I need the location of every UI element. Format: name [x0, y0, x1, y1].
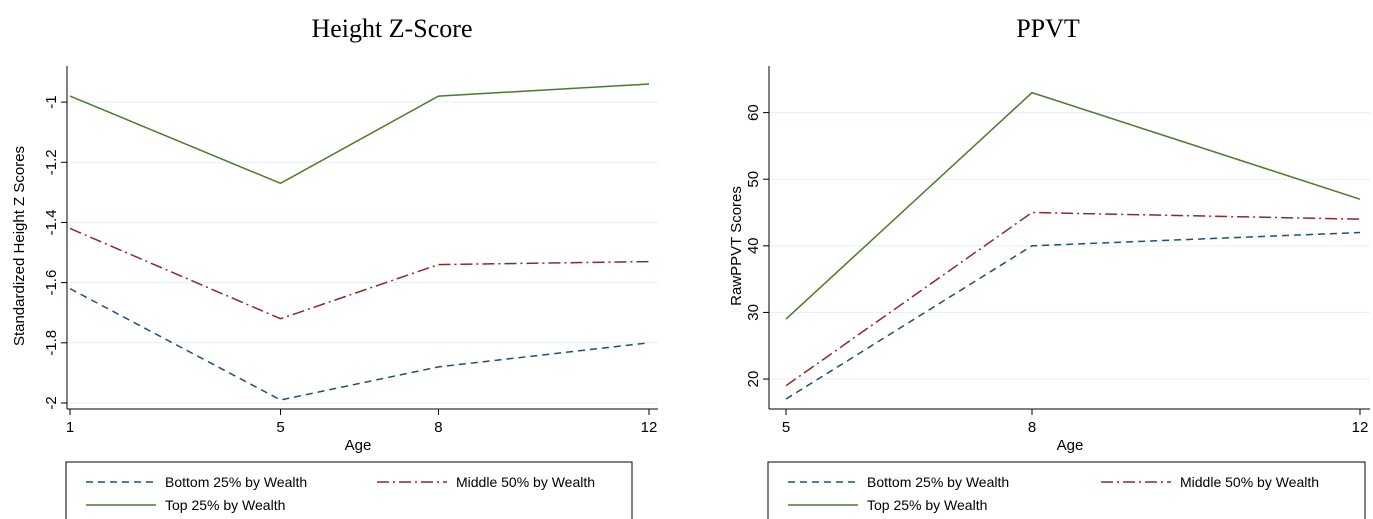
y-tick-label: -2 [43, 396, 60, 409]
x-tick-label: 5 [276, 419, 284, 436]
x-tick-label: 1 [66, 419, 74, 436]
y-axis-label: RawPPVT Scores [728, 186, 745, 306]
legend-label: Bottom 25% by Wealth [867, 474, 1009, 490]
series-line [785, 231, 1361, 400]
y-tick-label: -1.8 [43, 330, 60, 356]
x-tick-label: 8 [434, 419, 442, 436]
x-tick-label: 8 [1028, 419, 1036, 436]
y-tick-label: -1.2 [43, 149, 60, 175]
x-tick-label: 12 [641, 419, 658, 436]
legend-label: Top 25% by Wealth [165, 497, 285, 513]
series-line [785, 91, 1361, 320]
chart-title: PPVT [1016, 14, 1080, 43]
legend-label: Middle 50% by Wealth [1180, 474, 1319, 490]
y-tick-label: -1 [43, 95, 60, 108]
legend-box [65, 461, 633, 519]
y-axis-label: Standardized Height Z Scores [11, 146, 28, 346]
height-zscore-chart: Height Z-Score Age Standardized Height Z… [11, 14, 658, 519]
legend-box [767, 461, 1366, 519]
y-tick-label: 60 [745, 104, 762, 121]
y-tick-label: -1.4 [43, 210, 60, 236]
x-tick-label: 5 [782, 419, 790, 436]
y-tick-label: 40 [745, 237, 762, 254]
ppvt-chart: PPVT Age RawPPVT Scores 20 30 40 50 60 5 8 12 Bo… [728, 14, 1370, 519]
series-line [69, 83, 650, 185]
y-tick-label: 30 [745, 304, 762, 321]
y-tick-label: 20 [745, 371, 762, 388]
series-line [69, 287, 650, 401]
series-line [785, 211, 1361, 387]
y-tick-label: 50 [745, 171, 762, 188]
x-axis-label: Age [345, 437, 372, 454]
chart-title: Height Z-Score [311, 14, 472, 43]
x-tick-label: 12 [1352, 419, 1369, 436]
y-tick-label: -1.6 [43, 270, 60, 296]
legend-label: Middle 50% by Wealth [456, 474, 595, 490]
legend-label: Top 25% by Wealth [867, 497, 987, 513]
x-axis-label: Age [1057, 437, 1084, 454]
series-line [69, 227, 650, 320]
legend-label: Bottom 25% by Wealth [165, 474, 307, 490]
